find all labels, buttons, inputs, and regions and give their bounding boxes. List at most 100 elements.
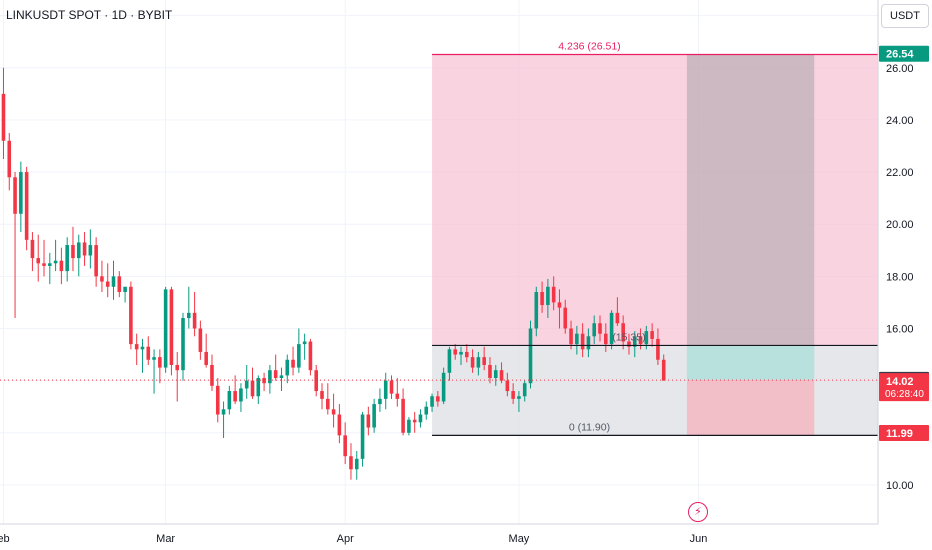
- time-tick-label: Mar: [156, 533, 175, 545]
- price-tick-label: 10.00: [886, 480, 914, 492]
- symbol-title[interactable]: LINKUSDT SPOT · 1D · BYBIT: [6, 8, 173, 22]
- candle-body: [105, 281, 110, 287]
- candle-body: [88, 245, 93, 256]
- time-tick-label: Jun: [690, 533, 708, 545]
- candle-body: [522, 383, 527, 397]
- candle-body: [129, 286, 133, 345]
- candle-body: [76, 242, 81, 259]
- candle-body: [175, 364, 180, 371]
- candle-body: [111, 276, 116, 287]
- projection-zone: [686, 54, 815, 346]
- candle-body: [163, 289, 168, 368]
- candle-body: [7, 140, 12, 178]
- candle-body: [42, 263, 46, 266]
- candle-body: [540, 291, 544, 306]
- candle-body: [372, 404, 376, 428]
- candle-body: [459, 351, 463, 355]
- candle-body: [517, 396, 521, 399]
- candle-body: [638, 336, 643, 345]
- time-tick-label: eb: [0, 533, 10, 545]
- candle-body: [291, 359, 295, 368]
- candle-body: [262, 378, 266, 384]
- price-tag: [879, 45, 929, 62]
- candle-body: [592, 323, 597, 337]
- candle-body: [615, 312, 620, 324]
- candle-body: [644, 331, 649, 345]
- candle-body: [557, 302, 562, 308]
- candle-body: [273, 370, 278, 379]
- candle-body: [198, 328, 203, 352]
- candle-body: [48, 263, 52, 266]
- candle-body: [320, 391, 324, 399]
- candle-body: [326, 398, 330, 410]
- candle-body: [331, 409, 336, 415]
- time-tick-label: Apr: [337, 533, 354, 545]
- candle-body: [430, 396, 434, 407]
- candle-body: [632, 336, 637, 347]
- target-zone: [686, 345, 815, 381]
- candle-body: [505, 380, 510, 392]
- price-tick-label: 26.00: [886, 63, 914, 75]
- price-tag-value: 26.54: [886, 49, 914, 61]
- candle-body: [233, 391, 237, 402]
- candle-body: [418, 414, 423, 423]
- candle-body: [621, 323, 625, 342]
- drawing-zones: [432, 54, 878, 436]
- candle-body: [378, 398, 382, 405]
- candle-body: [239, 388, 243, 402]
- candle-body: [436, 396, 440, 402]
- candle-body: [424, 406, 429, 415]
- candle-body: [268, 370, 272, 384]
- candle-body: [383, 380, 388, 399]
- price-tick-label: 16.00: [886, 323, 914, 335]
- candle-body: [343, 435, 347, 457]
- candle-body: [453, 349, 458, 355]
- candle-body: [94, 245, 98, 277]
- stop-zone: [686, 380, 815, 436]
- candle-body: [366, 414, 371, 428]
- candle-body: [569, 328, 573, 345]
- fib-level-label: 0 (11.90): [569, 421, 610, 433]
- candle-body: [181, 318, 185, 371]
- candle-body: [499, 370, 504, 381]
- candle-body: [580, 333, 585, 350]
- time-tick-label: May: [509, 533, 530, 545]
- fib-level-label: 4.236 (26.51): [558, 40, 620, 52]
- candle-body: [117, 276, 122, 292]
- candle-body: [482, 357, 486, 365]
- candle-body: [511, 391, 515, 399]
- candle-body: [314, 370, 319, 392]
- candle-body: [401, 398, 405, 433]
- candle-body: [360, 414, 365, 459]
- fib-levels: 4.236 (26.51) (15.35) 0 (11.90): [0, 40, 878, 436]
- candle-body: [586, 336, 591, 350]
- candle-body: [24, 172, 29, 240]
- price-tick-label: 22.00: [886, 167, 914, 179]
- candle-body: [123, 286, 127, 292]
- candle-body: [279, 375, 284, 379]
- candle-body: [204, 351, 208, 365]
- candle-body: [146, 346, 151, 360]
- candle-body: [308, 341, 313, 371]
- lightning-icon[interactable]: ⚡: [688, 502, 708, 522]
- candle-body: [71, 245, 75, 259]
- candle-body: [152, 357, 156, 360]
- candle-body: [285, 359, 290, 376]
- candle-body: [59, 260, 64, 272]
- candle-body: [563, 307, 568, 329]
- candle-body: [134, 344, 139, 350]
- candle-body: [470, 357, 475, 368]
- candle-body: [609, 312, 614, 345]
- price-tag: [879, 373, 929, 402]
- candle-body: [1, 93, 6, 141]
- currency-selector[interactable]: USDT: [881, 4, 929, 28]
- candle-body: [13, 177, 17, 214]
- price-tag-value: 14.02: [886, 376, 914, 388]
- candle-body: [551, 286, 556, 303]
- candle-body: [187, 312, 191, 319]
- candle-body: [65, 245, 69, 272]
- candle-body: [465, 351, 469, 358]
- candle-body: [412, 419, 417, 423]
- candle-body: [297, 344, 301, 368]
